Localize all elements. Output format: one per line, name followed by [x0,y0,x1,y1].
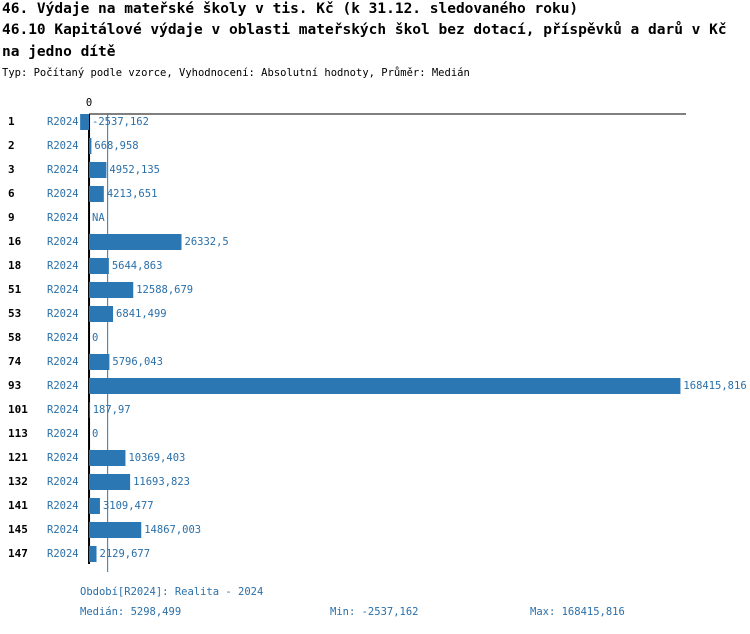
row-id: 93 [8,379,21,392]
chart-subtitle-line2: na jedno dítě [2,44,116,60]
bar [89,234,182,250]
row-period: R2024 [47,332,79,344]
row-id: 74 [8,355,22,368]
row-id: 16 [8,235,22,248]
value-label: 168415,816 [683,380,746,392]
row-id: 58 [8,331,21,344]
row-id: 6 [8,187,15,200]
value-label: 4213,651 [107,188,158,200]
row-id: 53 [8,307,21,320]
bar [89,162,107,178]
value-label: 2129,677 [100,548,151,560]
bar [89,498,100,514]
value-label: NA [92,212,105,224]
x-tick-label: 0 [86,97,92,109]
row-period: R2024 [47,356,79,368]
value-label: 5796,043 [112,356,163,368]
row-period: R2024 [47,236,79,248]
bar [89,354,110,370]
bar [89,546,97,562]
row-id: 9 [8,211,15,224]
bar [89,282,134,298]
row-period: R2024 [47,188,79,200]
bar [89,138,92,154]
row-period: R2024 [47,308,79,320]
row-id: 2 [8,139,15,152]
row-period: R2024 [47,284,79,296]
row-id: 121 [8,451,28,464]
row-id: 113 [8,427,28,440]
bar [89,402,90,418]
row-id: 145 [8,523,28,536]
value-label: 0 [92,332,98,344]
bar [89,522,142,538]
row-id: 18 [8,259,21,272]
row-period: R2024 [47,164,79,176]
bar [89,306,114,322]
value-label: 668,958 [94,140,138,152]
bar [89,258,109,274]
bar [80,114,90,130]
chart-subtitle-line1: 46.10 Kapitálové výdaje v oblasti mateřs… [2,21,727,38]
value-label: 4952,135 [109,164,160,176]
row-id: 132 [8,475,28,488]
bar [89,378,681,394]
row-period: R2024 [47,404,79,416]
row-period: R2024 [47,140,79,152]
row-id: 101 [8,403,28,416]
value-label: 26332,5 [185,236,229,248]
bar [89,450,126,466]
row-period: R2024 [47,212,79,224]
chart-description: Typ: Počítaný podle vzorce, Vyhodnocení:… [2,67,470,79]
row-id: 3 [8,163,15,176]
value-label: 3109,477 [103,500,154,512]
row-period: R2024 [47,452,79,464]
bar [89,474,131,490]
row-period: R2024 [47,548,79,560]
row-id: 1 [8,115,15,128]
value-label: 187,97 [93,404,131,416]
value-label: 5644,863 [112,260,163,272]
row-id: 147 [8,547,28,560]
value-label: 11693,823 [133,476,190,488]
row-period: R2024 [47,524,79,536]
row-period: R2024 [47,260,79,272]
chart-title: 46. Výdaje na mateřské školy v tis. Kč (… [2,1,578,17]
legend-note: Období[R2024]: Realita - 2024 [80,586,263,598]
value-label: 6841,499 [116,308,167,320]
median-label: Medián: 5298,499 [80,606,181,618]
value-label: -2537,162 [92,116,149,128]
max-label: Max: 168415,816 [530,606,625,618]
value-label: 14867,003 [144,524,201,536]
row-id: 51 [8,283,22,296]
row-period: R2024 [47,476,79,488]
row-id: 141 [8,499,28,512]
value-label: 12588,679 [136,284,193,296]
value-label: 0 [92,428,98,440]
row-period: R2024 [47,428,79,440]
row-period: R2024 [47,500,79,512]
min-label: Min: -2537,162 [330,606,419,618]
row-period: R2024 [47,380,79,392]
value-label: 10369,403 [128,452,185,464]
bar [89,186,104,202]
row-period: R2024 [47,116,79,128]
